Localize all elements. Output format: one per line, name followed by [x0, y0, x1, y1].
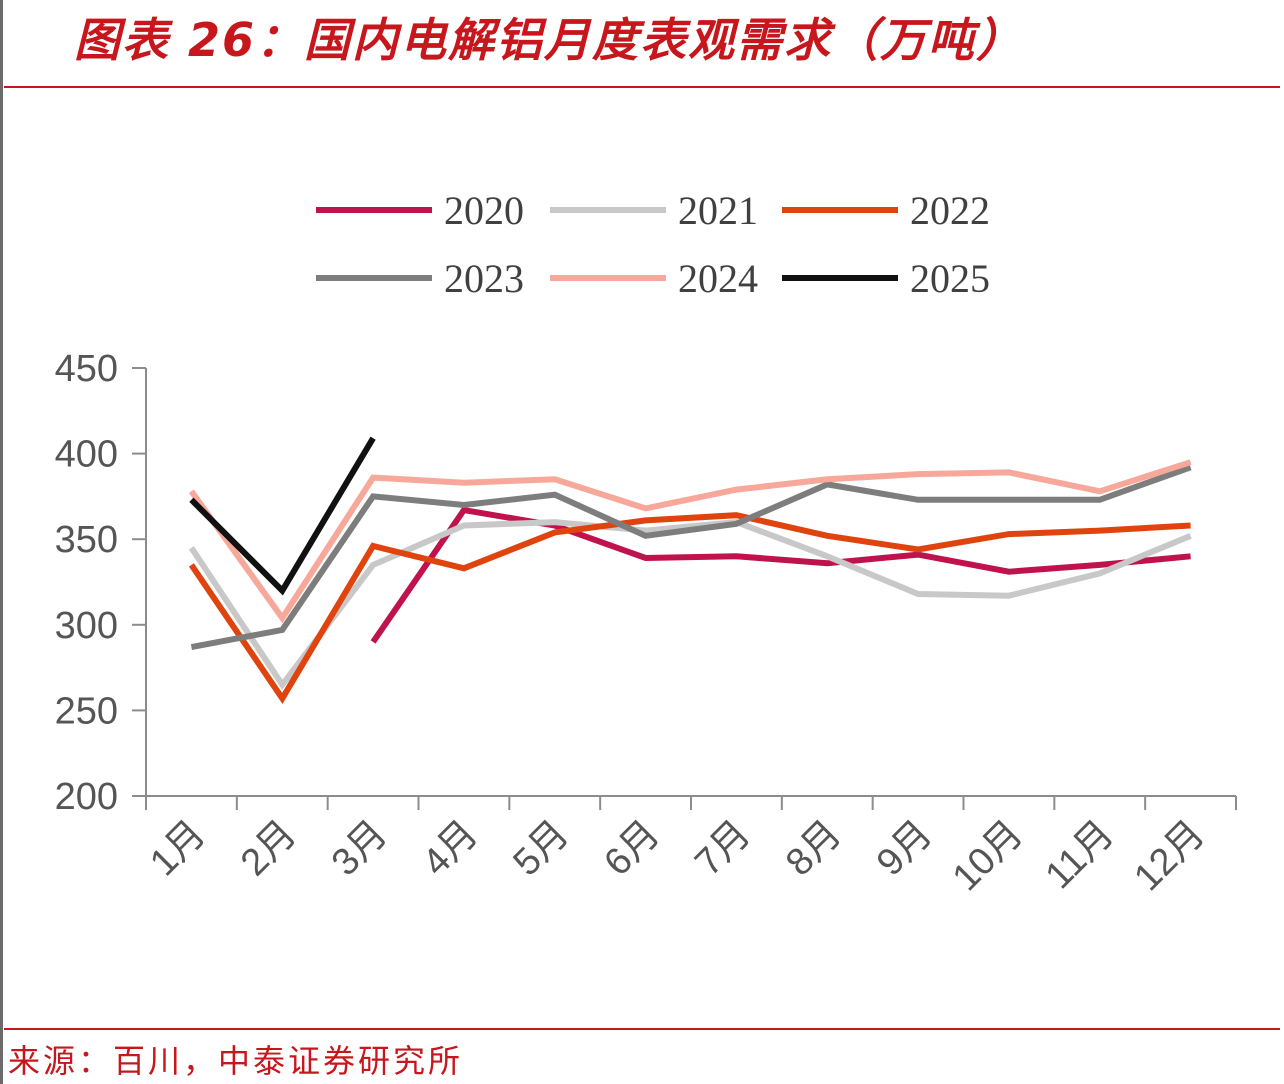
x-tick-label: 3月 [324, 813, 396, 885]
legend-label-2021: 2021 [678, 188, 758, 233]
y-tick-label: 300 [55, 605, 118, 647]
legend-label-2025: 2025 [910, 256, 990, 301]
source-divider [4, 1028, 1280, 1030]
chart-lines [188, 436, 1192, 704]
y-tick-label: 250 [55, 690, 118, 732]
x-tick-label: 9月 [869, 813, 941, 885]
y-tick-label: 200 [55, 776, 118, 818]
x-tick-label: 12月 [1126, 813, 1212, 899]
x-tick-label: 8月 [778, 813, 850, 885]
page-title: 图表 26：国内电解铝月度表观需求（万吨） [74, 13, 1025, 67]
series-line-2024 [188, 459, 1192, 624]
y-tick-label: 450 [55, 348, 118, 390]
x-tick-label: 5月 [506, 813, 578, 885]
left-border [0, 0, 3, 1084]
y-tick-label: 350 [55, 519, 118, 561]
series-line-2022 [188, 512, 1191, 704]
chart-legend: 2020 2021 2022 2023 2024 2025 [316, 188, 990, 301]
x-tick-label: 2月 [233, 813, 305, 885]
x-tick-label: 4月 [415, 813, 487, 885]
series-line-2025 [189, 436, 376, 596]
y-tick-label: 400 [55, 434, 118, 476]
x-tick-label: 1月 [142, 813, 214, 885]
series-line-2021 [188, 519, 1192, 690]
legend-label-2024: 2024 [678, 256, 758, 301]
line-chart: 2020 2021 2022 2023 2024 2025 200 250 300 350 400… [55, 188, 1237, 899]
x-tick-label: 6月 [596, 813, 668, 885]
x-tick-label: 11月 [1038, 813, 1122, 897]
title-divider [4, 86, 1280, 88]
x-tick-label: 10月 [945, 813, 1031, 899]
series-line-2020 [370, 506, 1191, 644]
source-note: 来源：百川，中泰证券研究所 [8, 1042, 464, 1080]
series-line-2023 [190, 464, 1192, 651]
x-tick-label: 7月 [687, 813, 759, 885]
legend-label-2020: 2020 [444, 188, 524, 233]
legend-label-2023: 2023 [444, 256, 524, 301]
legend-label-2022: 2022 [910, 188, 990, 233]
